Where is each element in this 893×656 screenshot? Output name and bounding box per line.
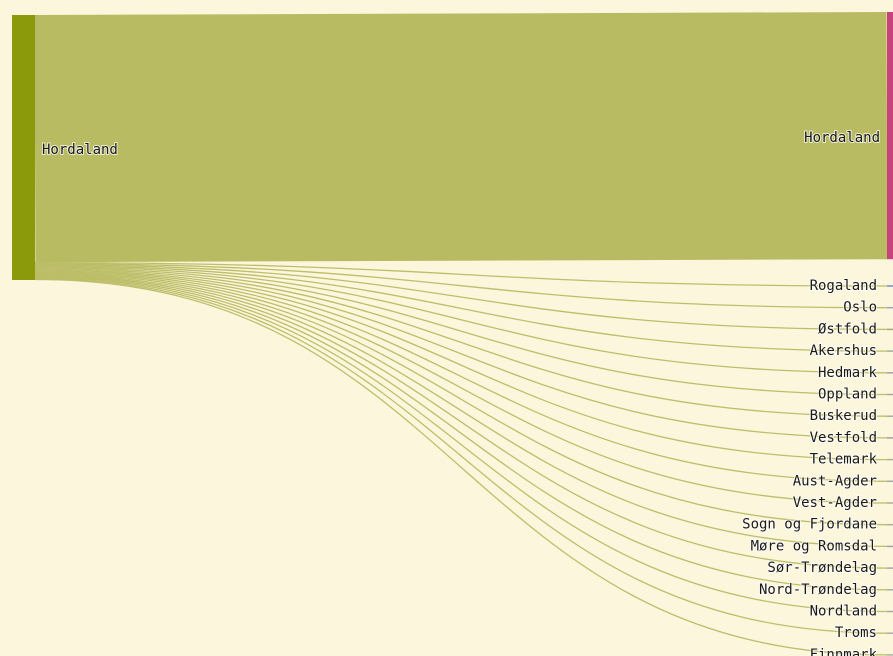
- link: [34, 262, 888, 287]
- target-label: Vestfold: [810, 430, 877, 446]
- target-label: Vest-Agder: [793, 495, 877, 511]
- link: [34, 270, 888, 482]
- link: [34, 277, 888, 634]
- link: [34, 275, 888, 591]
- target-node: [887, 502, 893, 504]
- source-node: [12, 15, 35, 280]
- link: [34, 278, 888, 656]
- target-label: Buskerud: [810, 408, 877, 424]
- target-node: [887, 393, 893, 396]
- link: [34, 265, 888, 352]
- target-label: Finnmark: [810, 647, 878, 656]
- target-node: [887, 632, 893, 634]
- link: [34, 271, 888, 504]
- target-label: Akershus: [810, 343, 877, 359]
- target-label: Møre og Romsdal: [751, 538, 877, 554]
- nodes: Hordaland Hordaland Rogaland Oslo Østfold Ake…: [12, 12, 893, 656]
- target-label: Nord-Trøndelag: [759, 582, 877, 598]
- link: [34, 266, 888, 374]
- link: [34, 276, 888, 613]
- link: [34, 272, 888, 526]
- link: [34, 267, 888, 417]
- link: [34, 263, 888, 309]
- target-label: Rogaland: [810, 278, 877, 294]
- target-node: [887, 328, 893, 331]
- target-node: [887, 589, 893, 591]
- link: [34, 12, 888, 263]
- target-label: Troms: [835, 625, 877, 641]
- target-node: [887, 415, 893, 417]
- target-node: [887, 480, 893, 483]
- source-label: Hordaland: [42, 142, 118, 158]
- target-node: [887, 654, 893, 656]
- links: [34, 12, 888, 656]
- target-node: [887, 567, 893, 569]
- target-node: [887, 350, 893, 352]
- link: [34, 274, 888, 569]
- link: [34, 266, 888, 396]
- link: [34, 273, 888, 548]
- target-label: Sør-Trøndelag: [767, 560, 877, 576]
- target-node: [887, 437, 893, 439]
- link: [34, 268, 888, 439]
- link: [34, 269, 888, 461]
- target-node: [887, 545, 893, 548]
- target-node: [887, 523, 893, 526]
- target-label: Sogn og Fjordane: [742, 517, 877, 533]
- target-label: Telemark: [810, 452, 878, 468]
- target-label: Hordaland: [804, 130, 880, 146]
- link: [34, 264, 888, 331]
- target-label: Oslo: [843, 300, 877, 316]
- target-label: Østfold: [818, 321, 877, 337]
- target-label: Aust-Agder: [793, 473, 877, 489]
- target-label: Oppland: [818, 387, 877, 403]
- target-node: [887, 458, 893, 461]
- target-node: [887, 285, 893, 287]
- target-node: [887, 372, 893, 374]
- target-node: [887, 12, 893, 260]
- target-node: [887, 306, 893, 309]
- target-label: Hedmark: [818, 365, 878, 381]
- target-label: Nordland: [810, 604, 877, 620]
- target-node: [887, 610, 893, 613]
